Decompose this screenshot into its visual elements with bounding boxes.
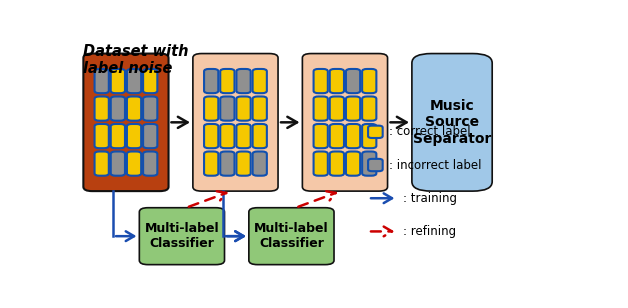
FancyBboxPatch shape [252,96,267,121]
Text: : training: : training [403,192,457,205]
FancyBboxPatch shape [204,96,219,121]
FancyBboxPatch shape [139,208,225,265]
FancyBboxPatch shape [220,152,234,176]
FancyBboxPatch shape [236,96,251,121]
FancyBboxPatch shape [412,54,492,191]
FancyBboxPatch shape [362,152,376,176]
FancyBboxPatch shape [252,124,267,148]
FancyBboxPatch shape [330,152,344,176]
FancyBboxPatch shape [252,152,267,176]
FancyBboxPatch shape [362,124,376,148]
FancyBboxPatch shape [236,152,251,176]
FancyBboxPatch shape [127,69,141,93]
FancyArrowPatch shape [391,117,406,128]
FancyArrowPatch shape [116,231,134,241]
Text: Music
Source
Separator: Music Source Separator [413,99,491,146]
FancyArrowPatch shape [371,227,392,236]
FancyBboxPatch shape [220,69,234,93]
FancyBboxPatch shape [368,159,382,171]
FancyArrowPatch shape [171,117,188,128]
FancyBboxPatch shape [346,124,360,148]
FancyBboxPatch shape [143,69,158,93]
Text: : correct label: : correct label [389,125,470,138]
FancyArrowPatch shape [281,117,297,128]
FancyBboxPatch shape [236,124,251,148]
FancyBboxPatch shape [330,96,344,121]
FancyBboxPatch shape [330,69,344,93]
FancyBboxPatch shape [346,69,360,93]
FancyBboxPatch shape [204,124,219,148]
FancyBboxPatch shape [143,96,158,121]
FancyBboxPatch shape [362,96,376,121]
FancyArrowPatch shape [189,191,226,207]
FancyBboxPatch shape [95,96,109,121]
FancyBboxPatch shape [193,54,278,191]
FancyBboxPatch shape [204,69,219,93]
FancyBboxPatch shape [84,54,168,191]
FancyBboxPatch shape [111,152,125,176]
FancyBboxPatch shape [236,69,251,93]
FancyBboxPatch shape [330,124,344,148]
FancyBboxPatch shape [111,96,125,121]
FancyBboxPatch shape [346,152,360,176]
FancyBboxPatch shape [95,152,109,176]
FancyBboxPatch shape [313,124,328,148]
FancyBboxPatch shape [95,124,109,148]
FancyBboxPatch shape [362,69,376,93]
FancyArrowPatch shape [227,231,244,241]
Text: Dataset with
label noise: Dataset with label noise [84,44,189,76]
FancyBboxPatch shape [252,69,267,93]
FancyArrowPatch shape [298,191,336,207]
Text: : refining: : refining [403,225,457,238]
FancyBboxPatch shape [127,96,141,121]
Text: Multi-label
Classifier: Multi-label Classifier [254,222,328,250]
FancyBboxPatch shape [220,96,234,121]
FancyBboxPatch shape [249,208,334,265]
FancyArrowPatch shape [371,193,392,203]
Text: Multi-label
Classifier: Multi-label Classifier [144,222,219,250]
FancyBboxPatch shape [220,124,234,148]
FancyArrowPatch shape [225,231,244,241]
FancyBboxPatch shape [346,96,360,121]
FancyBboxPatch shape [143,152,158,176]
FancyBboxPatch shape [127,152,141,176]
FancyBboxPatch shape [313,96,328,121]
FancyBboxPatch shape [303,54,387,191]
FancyBboxPatch shape [204,152,219,176]
FancyBboxPatch shape [143,124,158,148]
FancyBboxPatch shape [111,69,125,93]
FancyBboxPatch shape [95,69,109,93]
FancyBboxPatch shape [368,126,382,138]
FancyBboxPatch shape [111,124,125,148]
Text: : incorrect label: : incorrect label [389,159,481,172]
FancyBboxPatch shape [313,69,328,93]
FancyBboxPatch shape [313,152,328,176]
FancyBboxPatch shape [127,124,141,148]
